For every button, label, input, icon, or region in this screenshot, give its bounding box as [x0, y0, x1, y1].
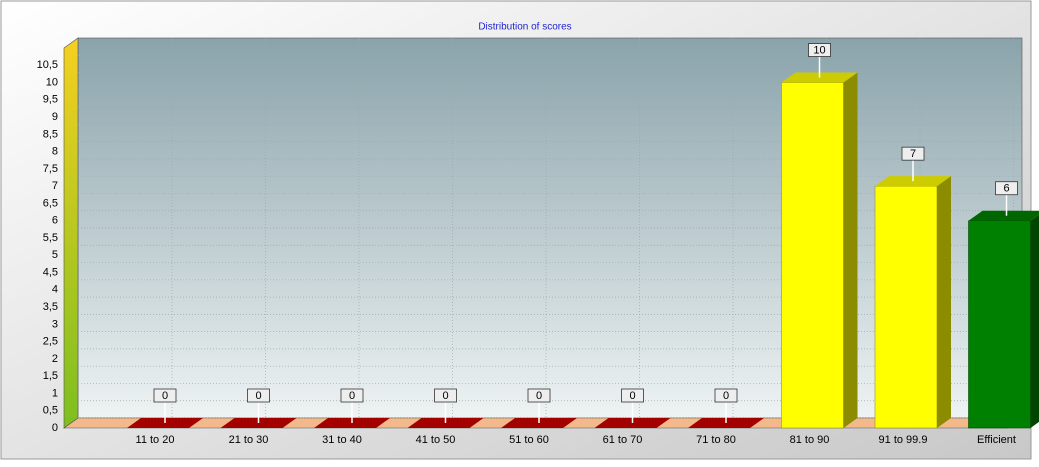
- y-tick-label: 3,5: [43, 301, 58, 313]
- x-tick-label: 21 to 30: [229, 434, 269, 446]
- bar-side: [1030, 214, 1039, 428]
- x-tick-label: 31 to 40: [322, 434, 362, 446]
- value-label-box: [247, 388, 270, 403]
- value-label-box: [434, 388, 457, 403]
- y-tick-label: 0: [52, 422, 58, 434]
- x-tick-label: 71 to 80: [696, 434, 736, 446]
- value-label: 7: [910, 148, 916, 160]
- y-tick-label: 8,5: [43, 128, 58, 140]
- value-label-box: [527, 388, 551, 403]
- value-label: 0: [629, 390, 635, 402]
- value-label: 10: [813, 44, 825, 56]
- y-tick-label: 2: [52, 353, 58, 365]
- y-tick-label: 7: [52, 180, 58, 192]
- value-label: 6: [1003, 183, 1009, 195]
- y-tick-label: 7,5: [43, 163, 58, 175]
- x-tick-label: Efficient: [977, 434, 1016, 446]
- y-tick-label: 1: [52, 387, 58, 399]
- bar: [781, 72, 858, 429]
- y-tick-label: 6: [52, 215, 58, 227]
- y-tick-label: 10: [46, 76, 58, 88]
- value-label: 0: [255, 390, 261, 402]
- value-label-box: [714, 388, 738, 403]
- y-tick-label: 1,5: [43, 370, 58, 382]
- value-label: 0: [442, 390, 448, 402]
- value-label: 0: [162, 390, 168, 402]
- value-label-box: [901, 146, 925, 161]
- left-wall: [63, 37, 79, 429]
- y-tick-label: 3: [52, 318, 58, 330]
- bar-front: [874, 185, 938, 429]
- x-tick-label: 81 to 90: [790, 434, 830, 446]
- bar-front: [781, 82, 844, 429]
- bar: [968, 210, 1039, 429]
- bar-top: [968, 210, 1039, 221]
- y-tick-label: 5: [52, 249, 58, 261]
- y-tick-label: 9,5: [43, 94, 58, 106]
- y-tick-label: 5,5: [43, 232, 58, 244]
- value-label-box: [808, 43, 831, 57]
- y-tick-label: 2,5: [43, 336, 58, 348]
- value-label-box: [340, 388, 364, 403]
- value-label-box: [995, 181, 1018, 196]
- value-label: 0: [723, 390, 729, 402]
- chart-title: Distribution of scores: [478, 22, 571, 33]
- bar-side: [937, 176, 951, 428]
- value-label: 0: [536, 390, 542, 402]
- bar-side: [843, 72, 858, 428]
- y-tick-label: 9: [52, 111, 58, 123]
- bar-front: [968, 220, 1031, 429]
- x-tick-label: 41 to 50: [416, 434, 456, 446]
- y-tick-label: 4: [52, 284, 58, 296]
- bar: [874, 176, 951, 429]
- y-tick-label: 6,5: [43, 197, 58, 209]
- value-label-box: [153, 388, 177, 403]
- y-tick-label: 4,5: [43, 266, 58, 278]
- x-tick-label: 51 to 60: [509, 434, 549, 446]
- y-tick-label: 0,5: [43, 405, 58, 417]
- x-tick-label: 91 to 99.9: [879, 434, 928, 446]
- x-tick-label: 11 to 20: [136, 434, 175, 446]
- x-tick-label: 61 to 70: [603, 434, 643, 446]
- value-label-box: [621, 388, 644, 403]
- y-tick-label: 10,5: [37, 59, 58, 71]
- value-label: 0: [349, 390, 355, 402]
- y-tick-label: 8: [52, 146, 58, 158]
